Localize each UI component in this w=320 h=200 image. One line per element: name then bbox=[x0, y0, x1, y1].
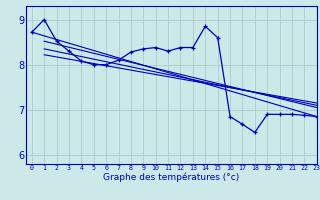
X-axis label: Graphe des températures (°c): Graphe des températures (°c) bbox=[103, 173, 239, 182]
